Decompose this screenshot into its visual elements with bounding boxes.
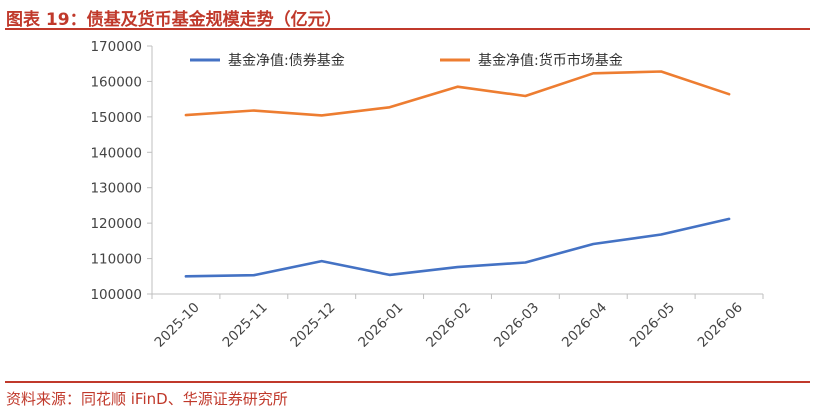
x-tick-label: 2026-01: [355, 300, 406, 351]
x-tick-label: 2025-12: [287, 300, 338, 351]
x-tick-label: 2025-10: [152, 300, 203, 351]
y-tick-label: 160000: [90, 74, 142, 90]
x-tick-label: 2026-02: [423, 300, 474, 351]
x-tick-label: 2025-11: [219, 300, 270, 351]
y-tick-label: 130000: [90, 181, 142, 197]
x-tick-label: 2026-03: [491, 300, 542, 351]
x-tick-label: 2026-04: [559, 300, 610, 351]
line-chart: 100000 110000 120000 130000 140000 150000 1600…: [90, 39, 764, 351]
legend-label-1: 基金净值:债券基金: [228, 52, 345, 69]
y-tick-label: 110000: [90, 252, 142, 268]
y-tick-label: 170000: [90, 39, 142, 55]
y-tick-label: 100000: [90, 287, 142, 303]
y-tick-label: 120000: [90, 216, 142, 232]
legend-label-2: 基金净值:货币市场基金: [478, 52, 623, 69]
x-tick-label: 2026-05: [627, 300, 678, 351]
footer-divider: [5, 381, 810, 383]
y-tick-label: 150000: [90, 110, 142, 126]
x-tick-label: 2026-06: [695, 300, 746, 351]
y-tick-label: 140000: [90, 145, 142, 161]
source-note: 资料来源：同花顺 iFinD、华源证券研究所: [6, 390, 288, 408]
series-line-2: [184, 70, 731, 117]
chart-title: 图表 19：债基及货币基金规模走势（亿元）: [6, 10, 342, 30]
series-line-1: [184, 217, 731, 278]
title-divider: [5, 28, 810, 30]
